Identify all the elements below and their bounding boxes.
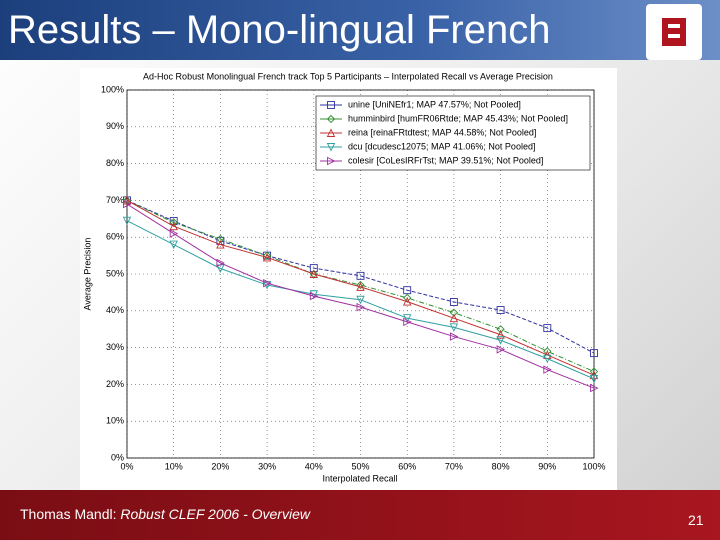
chart-title: Ad-Hoc Robust Monolingual French track T… bbox=[143, 71, 553, 81]
y-tick-label: 40% bbox=[106, 305, 124, 315]
legend-label: humminbird [humFR06Rtde; MAP 45.43%; Not… bbox=[348, 113, 568, 123]
marker bbox=[496, 325, 505, 334]
page-number: 21 bbox=[688, 512, 704, 528]
x-axis-label: Interpolated Recall bbox=[322, 473, 397, 483]
series-line bbox=[126, 220, 595, 380]
series-line bbox=[126, 199, 595, 354]
marker bbox=[403, 317, 412, 327]
marker bbox=[123, 199, 132, 209]
marker bbox=[496, 336, 505, 345]
marker bbox=[309, 269, 319, 278]
series-line bbox=[126, 199, 595, 372]
marker bbox=[449, 298, 458, 306]
marker bbox=[263, 278, 272, 288]
y-tick-label: 80% bbox=[106, 158, 124, 168]
marker bbox=[496, 306, 505, 315]
marker bbox=[326, 128, 336, 137]
footer: Thomas Mandl: Robust CLEF 2006 - Overvie… bbox=[20, 506, 310, 522]
marker bbox=[356, 280, 365, 290]
marker bbox=[402, 297, 412, 306]
marker bbox=[216, 234, 225, 244]
x-tick-label: 40% bbox=[305, 461, 323, 471]
marker bbox=[449, 313, 459, 323]
marker bbox=[543, 354, 552, 364]
footer-title: Robust CLEF 2006 - Overview bbox=[120, 506, 310, 522]
slide-title: Results – Mono-lingual French bbox=[8, 8, 551, 52]
x-tick-label: 10% bbox=[165, 461, 183, 471]
marker bbox=[543, 365, 552, 374]
x-tick-label: 90% bbox=[538, 461, 556, 471]
y-tick-label: 70% bbox=[106, 195, 124, 205]
marker bbox=[327, 101, 335, 109]
y-tick-label: 0% bbox=[111, 452, 124, 462]
header-band bbox=[0, 0, 720, 60]
marker bbox=[309, 290, 319, 299]
marker bbox=[496, 330, 505, 339]
marker bbox=[356, 282, 365, 291]
y-tick-label: 10% bbox=[106, 416, 124, 426]
logo-mark bbox=[662, 18, 686, 46]
marker bbox=[403, 286, 412, 295]
marker bbox=[122, 195, 132, 205]
series-line bbox=[126, 203, 595, 389]
x-tick-label: 20% bbox=[211, 461, 229, 471]
marker bbox=[326, 143, 336, 152]
x-tick-label: 80% bbox=[492, 461, 510, 471]
marker bbox=[402, 314, 412, 323]
marker bbox=[449, 323, 459, 332]
chart: Ad-Hoc Robust Monolingual French track T… bbox=[80, 68, 617, 490]
y-axis-label: Average Precision bbox=[82, 238, 92, 311]
marker bbox=[262, 251, 272, 260]
y-tick-label: 50% bbox=[106, 268, 124, 278]
marker bbox=[496, 345, 506, 354]
marker bbox=[309, 264, 318, 273]
y-tick-label: 30% bbox=[106, 342, 124, 352]
marker bbox=[169, 240, 178, 250]
marker bbox=[543, 324, 552, 333]
y-tick-label: 90% bbox=[106, 121, 124, 131]
series-line bbox=[126, 199, 595, 376]
x-tick-label: 30% bbox=[258, 461, 276, 471]
legend-label: unine [UniNEfr1; MAP 47.57%; Not Pooled] bbox=[348, 99, 521, 109]
y-tick-label: 100% bbox=[101, 84, 124, 94]
plot-frame bbox=[126, 89, 595, 459]
marker bbox=[356, 302, 366, 312]
footer-author: Thomas Mandl: bbox=[20, 506, 121, 522]
marker bbox=[216, 240, 225, 249]
logo bbox=[646, 4, 702, 60]
marker bbox=[590, 383, 599, 393]
y-tick-label: 20% bbox=[106, 379, 124, 389]
marker bbox=[327, 156, 336, 166]
marker bbox=[590, 349, 598, 358]
x-tick-label: 50% bbox=[351, 461, 369, 471]
y-tick-label: 60% bbox=[106, 232, 124, 242]
marker bbox=[262, 252, 272, 262]
marker bbox=[449, 332, 459, 341]
x-tick-label: 100% bbox=[582, 461, 605, 471]
footer-band: Thomas Mandl: Robust CLEF 2006 - Overvie… bbox=[0, 490, 720, 540]
marker bbox=[356, 271, 365, 280]
marker bbox=[356, 295, 365, 305]
legend-label: dcu [dcudesc12075; MAP 41.06%; Not Poole… bbox=[348, 141, 535, 151]
marker bbox=[169, 229, 179, 238]
marker bbox=[122, 216, 132, 226]
x-tick-label: 70% bbox=[445, 461, 463, 471]
legend-box bbox=[315, 95, 591, 171]
marker bbox=[309, 291, 319, 301]
legend-label: reina [reinaFRtdtest; MAP 44.58%; Not Po… bbox=[348, 127, 536, 137]
x-tick-label: 0% bbox=[120, 461, 133, 471]
marker bbox=[326, 114, 336, 124]
marker bbox=[169, 221, 178, 231]
marker bbox=[216, 258, 225, 268]
legend-label: colesir [CoLesIRFrTst; MAP 39.51%; Not P… bbox=[348, 155, 543, 165]
marker bbox=[449, 308, 459, 317]
x-tick-label: 60% bbox=[398, 461, 416, 471]
marker bbox=[589, 374, 599, 384]
